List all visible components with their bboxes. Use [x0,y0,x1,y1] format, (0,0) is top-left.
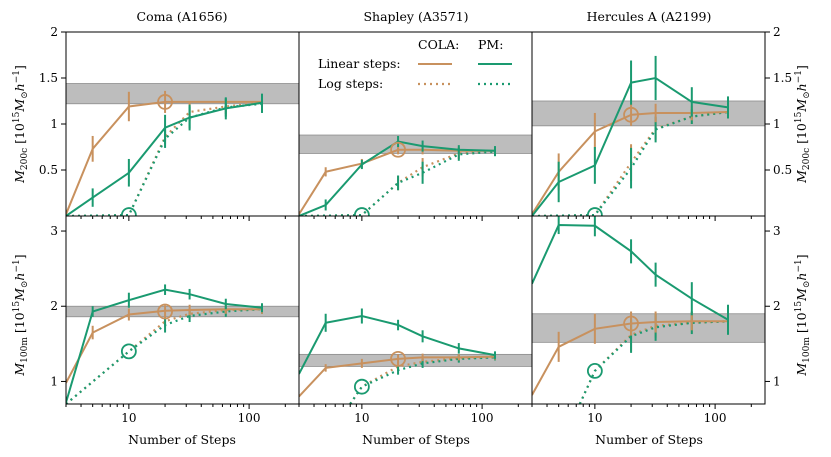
panel-0-0-y-tick-label: 1.5 [39,71,58,85]
panel-1-0-cola-log-line [66,308,263,404]
column-title-hercules: Hercules A (A2199) [587,9,712,24]
panel-0-1-cola-linear-line [299,148,495,215]
panel-1-1-pm-marker [353,378,370,395]
panel-1-0-y-tick-label: 1 [50,374,58,388]
panel-1-0: 10 100 1 2 3 [50,215,300,425]
panel-1-0-cola-linear-line [66,308,262,384]
panel-0-2: 0.5 1 1.5 2 [531,25,792,221]
x-axis-label-col3: Number of Steps [595,432,703,447]
panel-0-1-pm-marker [353,207,370,216]
panel-1-0-x-tick-label: 10 [121,411,136,425]
panel-0-2-y-tick-label: 1.5 [773,71,792,85]
panel-0-1-cola-log-line [299,149,496,216]
panel-1-2-x-tick-label: 100 [704,411,727,425]
panel-0-1-cola-marker [390,141,406,158]
panel-1-0-x-tick-label: 100 [238,411,261,425]
panel-0-2-y-tick-label: 0.5 [773,163,792,177]
panel-0-2-pm-log-line [532,110,729,216]
panel-1-2-y-tick-label: 2 [773,299,781,313]
panel-0-0-pm-marker [120,207,137,216]
panel-0-1-plot-area [299,134,532,216]
panel-0-2-cola-log-line [532,110,729,216]
panel-0-0-frame [65,31,300,217]
panel-0-0-y-tick-label: 0.5 [39,163,58,177]
panel-0-0-cola-linear-line [66,100,262,215]
panel-1-0-cola-marker [157,303,173,320]
y-axis-label-bottom-right: M100m [1015M⊙h−1] [794,254,812,376]
panel-1-1-pm-log-line [349,356,496,404]
legend-row-log: Log steps: [318,76,383,91]
column-title-coma: Coma (A1656) [137,9,228,24]
panel-1-2-pm-linear-line [532,223,729,321]
x-axis-label-col2: Number of Steps [362,432,470,447]
panel-1-1-x-tick-label: 100 [471,411,494,425]
panel-0-0-y-tick-label: 1 [50,117,58,131]
column-title-shapley: Shapley (A3571) [363,9,468,24]
panel-0-2-pm-linear-line [532,76,729,216]
panel-0-2-pm-marker [586,207,603,216]
panel-1-0-y-tick-label: 2 [50,299,58,313]
panel-0-2-cola-marker [623,106,639,123]
panel-1-2-plot-area [532,216,765,404]
panel-1-1-plot-area [299,308,532,404]
panels: 0.5 1 1.5 2 0.5 1 1.5 2 10 100 1 2 3 10 100 10 100 1 2 3 [39,25,792,425]
panel-1-0-y-tick-label: 3 [50,224,58,238]
panel-0-0-pm-log-line [66,102,263,216]
y-axis-label-top-right: M200c [1015M⊙h−1] [794,65,812,184]
panel-1-1-cola-marker [390,350,406,367]
y-axis-label-top-left: M200c [1015M⊙h−1] [12,65,30,184]
legend-header-cola: COLA: [418,37,459,52]
panel-1-0-mass-band [66,305,299,318]
panel-0-2-y-tick-label: 1 [773,117,781,131]
panel-0-0-pm-linear-line [66,101,263,216]
panel-1-2-pm-log-line [578,320,729,404]
panel-1-2-x-tick-label: 10 [587,411,602,425]
panel-1-2: 10 100 1 2 3 [531,215,781,425]
panel-1-2-pm-marker [586,363,603,379]
panel-1-2-frame [531,215,766,405]
panel-0-0-mass-band [66,83,299,105]
y-axis-label-bottom-left: M100m [1015M⊙h−1] [12,254,30,376]
panel-1-1: 10 100 [298,215,533,425]
panel-1-0-plot-area [66,284,299,404]
panel-0-0-cola-log-line [66,101,263,216]
panel-0-1-pm-log-line [299,150,496,216]
panel-0-2-cola-linear-line [532,111,729,215]
panel-0-0-cola-marker [157,94,173,110]
legend-row-linear: Linear steps: [318,56,401,71]
panel-0-2-y-tick-label: 2 [773,25,781,39]
panel-0-0-plot-area [66,83,299,216]
panel-1-0-pm-marker [120,343,137,360]
panel-1-0-pm-log-line [66,308,263,404]
panel-1-2-y-tick-label: 3 [773,224,781,238]
panel-1-2-mass-band [532,313,765,343]
panel-0-0-y-tick-label: 2 [50,25,58,39]
panel-1-1-x-tick-label: 10 [354,411,369,425]
panel-1-2-cola-marker [623,315,639,332]
panel-0-0: 0.5 1 1.5 2 [39,25,300,221]
panel-0-2-plot-area [532,55,765,216]
legend: COLA: PM: Linear steps: Log steps: [318,37,512,91]
legend-header-pm: PM: [478,37,503,52]
panel-1-1-frame [298,215,533,405]
panel-1-2-y-tick-label: 1 [773,374,781,388]
x-axis-label-col1: Number of Steps [128,432,236,447]
